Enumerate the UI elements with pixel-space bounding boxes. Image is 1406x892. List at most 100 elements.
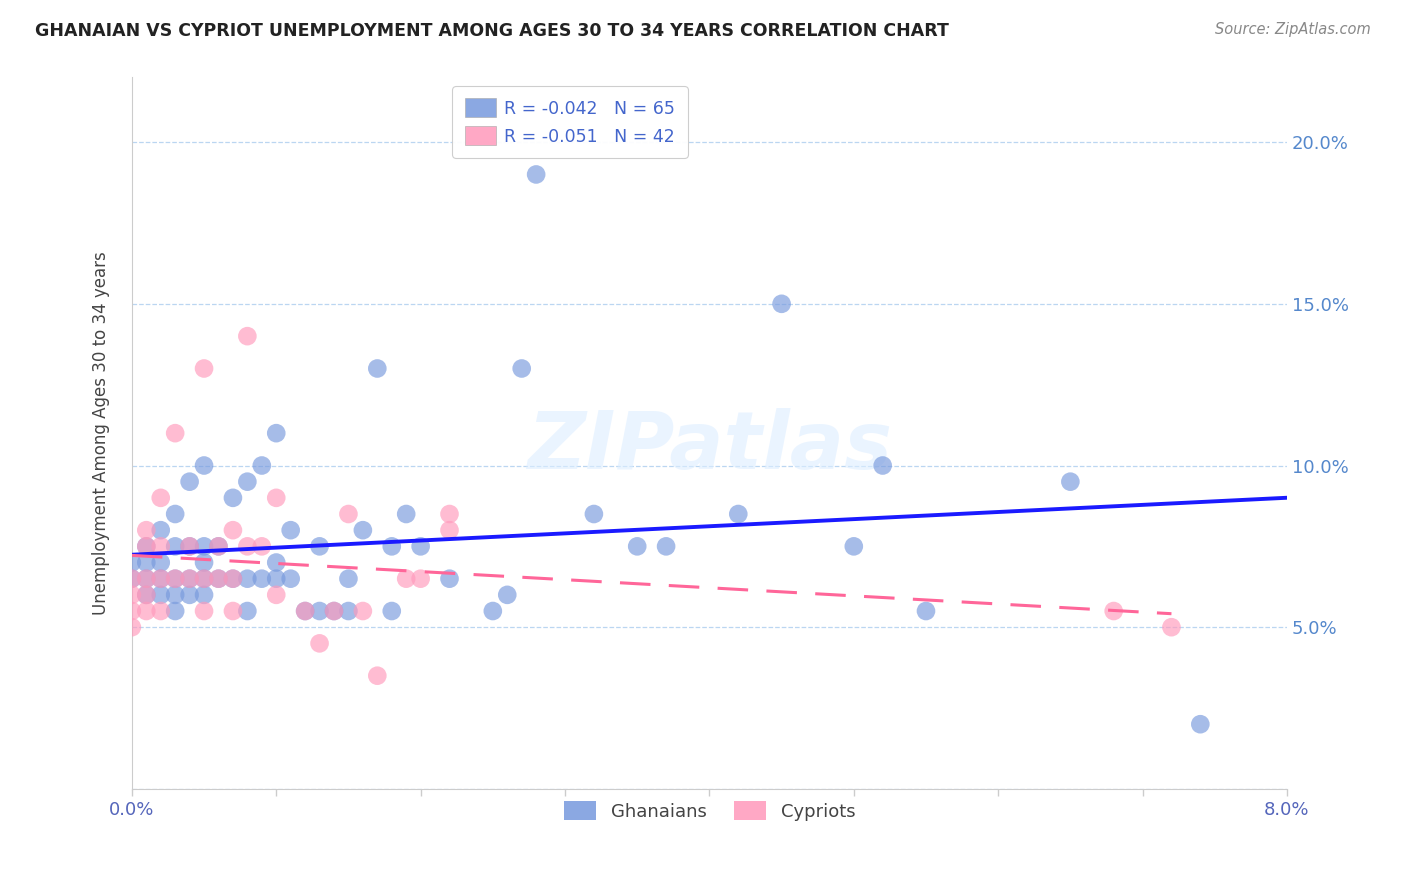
Point [121, 556, 143, 570]
Point [236, 475, 259, 489]
Point [207, 572, 229, 586]
Text: Source: ZipAtlas.com: Source: ZipAtlas.com [1215, 22, 1371, 37]
Point [193, 604, 215, 618]
Point [165, 572, 187, 586]
Point [439, 507, 461, 521]
Point [135, 539, 157, 553]
Point [1059, 475, 1081, 489]
Point [524, 168, 547, 182]
Point [121, 572, 143, 586]
Point [207, 539, 229, 553]
Point [222, 572, 245, 586]
Point [165, 507, 187, 521]
Point [770, 297, 793, 311]
Point [1160, 620, 1182, 634]
Point [337, 572, 360, 586]
Point [193, 572, 215, 586]
Point [1189, 717, 1212, 731]
Point [149, 491, 172, 505]
Point [135, 572, 157, 586]
Point [352, 523, 374, 537]
Point [294, 604, 316, 618]
Point [222, 604, 245, 618]
Point [842, 539, 865, 553]
Y-axis label: Unemployment Among Ages 30 to 34 years: Unemployment Among Ages 30 to 34 years [93, 252, 110, 615]
Point [582, 507, 605, 521]
Point [395, 507, 418, 521]
Point [337, 604, 360, 618]
Point [352, 604, 374, 618]
Point [165, 426, 187, 441]
Point [207, 572, 229, 586]
Point [294, 604, 316, 618]
Point [222, 572, 245, 586]
Point [135, 556, 157, 570]
Point [337, 507, 360, 521]
Point [510, 361, 533, 376]
Point [308, 636, 330, 650]
Point [915, 604, 938, 618]
Point [482, 604, 505, 618]
Point [308, 604, 330, 618]
Point [165, 572, 187, 586]
Point [121, 604, 143, 618]
Point [381, 539, 404, 553]
Point [193, 556, 215, 570]
Point [1102, 604, 1125, 618]
Legend: Ghanaians, Cypriots: Ghanaians, Cypriots [554, 792, 865, 830]
Point [149, 572, 172, 586]
Point [236, 539, 259, 553]
Point [149, 604, 172, 618]
Point [149, 588, 172, 602]
Point [165, 604, 187, 618]
Point [179, 572, 201, 586]
Point [149, 539, 172, 553]
Point [179, 475, 201, 489]
Point [121, 620, 143, 634]
Point [135, 588, 157, 602]
Point [193, 588, 215, 602]
Point [872, 458, 894, 473]
Point [165, 539, 187, 553]
Point [366, 361, 388, 376]
Point [179, 539, 201, 553]
Point [179, 539, 201, 553]
Point [626, 539, 648, 553]
Point [409, 572, 432, 586]
Point [395, 572, 418, 586]
Point [222, 523, 245, 537]
Point [149, 523, 172, 537]
Point [135, 588, 157, 602]
Point [308, 539, 330, 553]
Text: ZIPatlas: ZIPatlas [527, 409, 891, 486]
Point [121, 588, 143, 602]
Point [655, 539, 678, 553]
Point [381, 604, 404, 618]
Point [135, 539, 157, 553]
Point [250, 458, 273, 473]
Point [193, 458, 215, 473]
Point [264, 572, 287, 586]
Point [264, 426, 287, 441]
Point [135, 523, 157, 537]
Point [236, 572, 259, 586]
Point [179, 572, 201, 586]
Point [207, 539, 229, 553]
Point [236, 604, 259, 618]
Point [236, 329, 259, 343]
Point [409, 539, 432, 553]
Point [323, 604, 346, 618]
Point [496, 588, 519, 602]
Point [280, 523, 302, 537]
Point [121, 572, 143, 586]
Point [193, 572, 215, 586]
Point [135, 572, 157, 586]
Point [165, 588, 187, 602]
Point [366, 669, 388, 683]
Point [135, 604, 157, 618]
Point [149, 572, 172, 586]
Point [439, 572, 461, 586]
Point [149, 556, 172, 570]
Point [264, 491, 287, 505]
Point [193, 539, 215, 553]
